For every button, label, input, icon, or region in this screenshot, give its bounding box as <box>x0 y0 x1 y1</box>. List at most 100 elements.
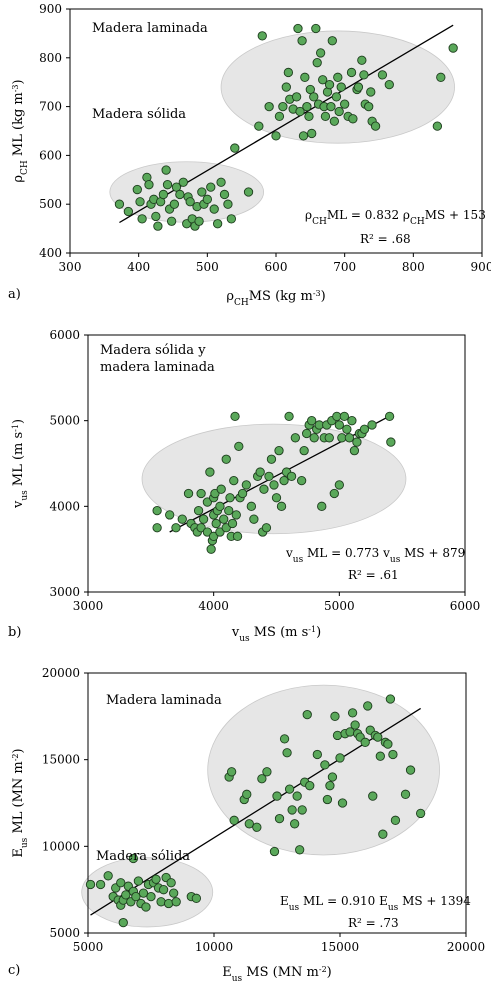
y-tick-label: 15000 <box>42 753 80 767</box>
data-point <box>133 876 144 886</box>
data-point <box>383 739 393 749</box>
x-axis-label: ρCHMS (kg m-3) <box>226 289 325 309</box>
y-tick-label: 600 <box>39 148 62 162</box>
data-point <box>302 101 312 112</box>
data-point <box>339 411 350 422</box>
x-tick-label: 5000 <box>324 599 355 613</box>
cluster-ellipse <box>207 684 440 856</box>
data-point <box>95 879 106 890</box>
data-point <box>329 488 339 499</box>
data-point <box>357 55 367 65</box>
data-point <box>311 23 321 34</box>
data-point <box>278 101 288 112</box>
plot-frame <box>87 334 466 593</box>
x-tick-label: 15000 <box>321 940 359 954</box>
data-point <box>266 454 277 464</box>
data-point <box>334 420 344 430</box>
data-point <box>264 101 274 112</box>
data-point <box>169 199 180 209</box>
data-point <box>209 204 219 214</box>
data-point <box>307 128 317 139</box>
data-point <box>307 416 317 426</box>
data-point <box>212 219 223 229</box>
data-point <box>274 813 285 824</box>
data-point <box>295 845 305 855</box>
r-squared: R² = .73 <box>348 916 399 930</box>
r-squared: R² = .68 <box>360 232 411 246</box>
data-point <box>436 72 446 82</box>
data-point <box>175 189 185 200</box>
data-point <box>320 111 331 122</box>
data-point <box>255 467 265 477</box>
data-point <box>349 445 360 456</box>
data-point <box>262 767 272 777</box>
data-point <box>264 471 274 481</box>
regression-equation: Eus ML = 0.910 Eus MS + 1394 <box>280 894 471 913</box>
data-point <box>230 411 240 422</box>
data-point <box>312 58 322 68</box>
data-point <box>202 194 212 204</box>
data-point <box>364 101 374 112</box>
data-point <box>385 694 396 704</box>
data-point <box>315 48 326 58</box>
data-point <box>333 72 343 82</box>
data-point <box>232 531 243 541</box>
panel-label: c) <box>8 963 20 978</box>
data-point <box>327 36 337 46</box>
data-point <box>384 79 394 90</box>
y-tick-label: 400 <box>39 246 62 260</box>
cluster-annotation: Madera laminada <box>92 21 208 36</box>
data-point <box>85 879 96 890</box>
x-tick-label: 5000 <box>73 940 104 954</box>
data-point <box>249 514 259 524</box>
data-point <box>330 711 340 721</box>
y-tick-label: 6000 <box>49 328 80 342</box>
x-tick-label: 4000 <box>198 599 229 613</box>
data-point <box>304 111 314 122</box>
data-point <box>390 815 401 825</box>
data-point <box>388 749 398 760</box>
data-point <box>342 424 352 434</box>
y-tick-label: 500 <box>39 197 62 211</box>
y-tick-label: 900 <box>39 2 62 16</box>
data-point <box>279 734 290 744</box>
data-point <box>252 822 262 832</box>
cluster-annotation: Madera sólida y <box>100 343 206 358</box>
x-tick-label: 600 <box>265 260 288 274</box>
data-point <box>166 878 176 888</box>
cluster-ellipse <box>109 161 265 223</box>
data-point <box>237 488 248 499</box>
data-point <box>346 67 357 78</box>
data-point <box>272 791 282 801</box>
data-point <box>415 808 426 819</box>
data-point <box>320 760 330 770</box>
y-axis-label: ρCH ML (kg m-3) <box>11 79 31 182</box>
data-point <box>156 897 166 907</box>
data-point <box>166 216 177 226</box>
data-point <box>221 523 231 533</box>
data-point <box>359 424 370 434</box>
data-point <box>363 701 373 711</box>
data-point <box>352 437 362 447</box>
data-point <box>274 445 284 456</box>
data-point <box>360 737 370 747</box>
data-point <box>193 505 204 516</box>
data-point <box>289 819 300 829</box>
data-point <box>227 518 238 529</box>
data-point <box>302 709 312 720</box>
data-point <box>324 433 334 443</box>
data-point <box>165 510 175 520</box>
data-point <box>163 898 174 909</box>
data-point <box>284 784 295 794</box>
data-point <box>216 177 226 187</box>
data-point <box>225 493 235 503</box>
y-tick-label: 800 <box>39 51 62 65</box>
x-axis-label: vus MS (m s-1) <box>231 625 321 645</box>
data-point <box>317 501 327 511</box>
data-point <box>366 87 376 97</box>
data-point <box>322 794 333 805</box>
y-tick-label: 3000 <box>49 585 80 599</box>
data-point <box>368 791 378 801</box>
data-point <box>144 180 154 190</box>
data-point <box>216 484 226 494</box>
